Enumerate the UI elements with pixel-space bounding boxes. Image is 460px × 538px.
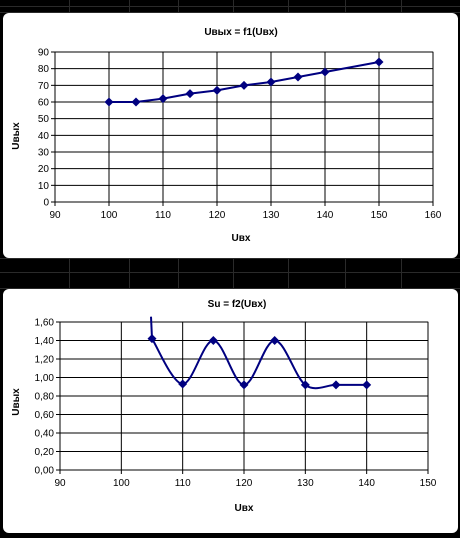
chart-1-title: Uвых = f1(Uвх) [204,27,277,38]
x-tick-label: 140 [317,210,334,221]
y-tick-label: 1,40 [35,336,55,347]
y-tick-label: 0,20 [35,447,55,458]
data-point [147,334,157,344]
x-tick-label: 130 [263,210,280,221]
data-point [331,380,341,390]
x-tick-label: 90 [49,210,61,221]
x-tick-label: 150 [371,210,388,221]
x-tick-label: 140 [358,478,375,489]
data-point [293,72,303,82]
data-point [270,336,280,345]
series-line [151,338,367,390]
data-point [104,97,114,107]
y-tick-label: 50 [38,114,50,125]
y-tick-label: 70 [38,81,50,92]
y-tick-label: 30 [38,148,50,159]
chart-2-title: Su = f2(Uвх) [208,299,267,310]
data-point [374,57,384,67]
data-point [178,379,188,389]
background-strip-middle [0,258,460,289]
data-point [185,89,195,99]
data-point [300,380,310,390]
y-tick-label: 1,20 [35,355,55,366]
data-point [362,380,372,390]
chart-2-xlabel: Uвх [235,503,254,514]
background-strip-top [0,0,460,13]
chart-1-xlabel: Uвх [232,233,251,244]
y-tick-label: 1,00 [35,373,55,384]
x-tick-label: 160 [425,210,442,221]
plot-area [54,51,434,203]
y-tick-label: 0,40 [35,429,55,440]
y-tick-label: 0 [43,198,49,209]
y-tick-label: 0,00 [35,466,55,477]
y-tick-label: 0,80 [35,392,55,403]
series-line [109,61,380,103]
data-point [239,80,249,90]
y-tick-label: 0,60 [35,410,55,421]
chart-1: Uвых = f1(Uвх) Uвх Uвых 0 10 20 30 40 50 60 70 8… [11,27,442,244]
x-tick-label: 120 [209,210,226,221]
x-tick-label: 110 [155,210,171,221]
y-tick-label: 60 [38,98,50,109]
data-point [131,97,141,107]
data-point [266,77,276,87]
y-tick-label: 1,60 [35,318,55,329]
chart-panel-1: Uвых = f1(Uвх) Uвх Uвых 0 10 20 30 40 50 60 70 8… [3,13,458,258]
chart-panel-2: Su = f2(Uвх) Uвх Uвых 0,00 0,20 0,40 0,60 0,… [3,289,458,533]
chart-2: Su = f2(Uвх) Uвх Uвых 0,00 0,20 0,40 0,60 0,… [11,299,437,514]
x-tick-label: 100 [113,478,130,489]
x-tick-label: 90 [54,478,66,489]
data-point [212,85,222,95]
x-tick-label: 100 [101,210,118,221]
x-tick-label: 110 [175,478,191,489]
chart-1-ylabel: Uвых [11,122,22,150]
data-point [239,380,249,390]
y-tick-label: 80 [38,64,50,75]
x-tick-label: 120 [236,478,253,489]
x-tick-label: 150 [420,478,437,489]
data-point [208,336,218,345]
data-point [158,94,168,104]
chart-2-ylabel: Uвых [11,388,22,416]
x-tick-label: 130 [297,478,314,489]
y-tick-label: 40 [38,131,50,142]
y-tick-label: 20 [38,164,50,175]
y-tick-label: 90 [38,48,50,59]
data-point [320,67,330,77]
y-tick-label: 10 [38,181,50,192]
